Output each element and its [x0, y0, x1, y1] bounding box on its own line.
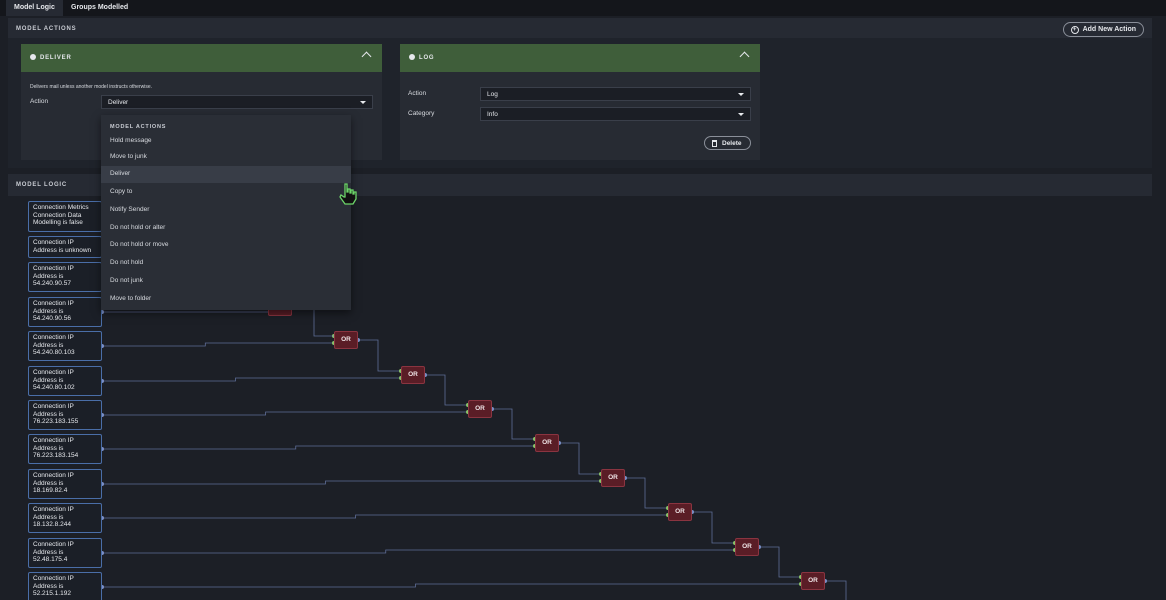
tab-groups-modelled[interactable]: Groups Modelled: [71, 4, 129, 11]
or-gate[interactable]: OR: [401, 366, 425, 384]
condition-node[interactable]: Connection IP Address is 54.240.90.57: [28, 262, 102, 292]
add-new-action-button[interactable]: + Add New Action: [1062, 22, 1144, 37]
dropdown-item-copy-to[interactable]: Copy to: [110, 188, 133, 195]
condition-node[interactable]: Connection IP Address is 18.169.82.4: [28, 469, 102, 499]
or-gate[interactable]: OR: [801, 572, 825, 590]
dropdown-item-hold-message[interactable]: Hold message: [110, 137, 152, 144]
model-actions-header: MODEL ACTIONS + Add New Action: [8, 18, 1152, 40]
condition-node[interactable]: Connection IP Address is 54.240.90.56: [28, 297, 102, 327]
wire: [102, 549, 735, 554]
trash-icon: [712, 140, 717, 147]
or-gate[interactable]: OR: [601, 469, 625, 487]
wire: [102, 342, 334, 347]
log-category-select[interactable]: Info: [480, 107, 751, 121]
condition-node[interactable]: Connection IP Address is 54.240.80.103: [28, 331, 102, 361]
or-gate[interactable]: OR: [535, 434, 559, 452]
caret-down-icon: [738, 93, 744, 96]
wire: [292, 306, 334, 337]
dropdown-item-do-not-hold[interactable]: Do not hold: [110, 259, 144, 266]
wire: [759, 546, 801, 578]
wire: [102, 514, 668, 519]
dropdown-item-deliver[interactable]: Deliver: [101, 166, 351, 183]
or-gate[interactable]: OR: [735, 538, 759, 556]
dropdown-item-move-to-junk[interactable]: Move to junk: [110, 153, 147, 160]
deliver-card-title: DELIVER: [40, 55, 72, 61]
condition-node[interactable]: Connection Metrics Connection Data Model…: [28, 201, 102, 232]
or-gate[interactable]: OR: [334, 331, 358, 349]
or-gate[interactable]: OR: [468, 400, 492, 418]
wire: [559, 442, 601, 475]
wire: [692, 511, 735, 544]
condition-node[interactable]: Connection IP Address is 52.48.175.4: [28, 538, 102, 568]
caret-down-icon: [738, 113, 744, 116]
condition-node[interactable]: Connection IP Address is 76.223.183.155: [28, 400, 102, 430]
wire: [492, 408, 535, 440]
deliver-action-select[interactable]: Deliver: [101, 95, 373, 109]
wire: [102, 480, 601, 485]
info-icon: [409, 54, 415, 60]
or-gate[interactable]: OR: [668, 503, 692, 521]
log-action-select[interactable]: Log: [480, 87, 751, 101]
log-card-title: LOG: [419, 55, 435, 61]
add-new-action-label: Add New Action: [1082, 26, 1136, 33]
caret-down-icon: [360, 101, 366, 104]
wire: [358, 339, 401, 372]
wire: [102, 411, 468, 416]
wire: [102, 583, 801, 588]
deliver-action-value: Deliver: [108, 99, 129, 106]
wire: [625, 477, 668, 509]
log-action-value: Log: [487, 91, 498, 98]
dropdown-item-move-to-folder[interactable]: Move to folder: [110, 295, 152, 302]
log-category-label: Category: [408, 110, 435, 117]
delete-button[interactable]: Delete: [704, 136, 751, 150]
add-circle-icon: +: [1070, 25, 1079, 34]
dropdown-item-do-not-hold-or-alter[interactable]: Do not hold or alter: [110, 224, 166, 231]
log-category-value: Info: [487, 111, 498, 118]
deliver-action-label: Action: [30, 98, 49, 105]
tab-bar: Model Logic Groups Modelled: [0, 0, 1166, 16]
dropdown-item-do-not-hold-or-move[interactable]: Do not hold or move: [110, 241, 169, 248]
tab-model-logic[interactable]: Model Logic: [6, 0, 63, 16]
dropdown-item-do-not-junk[interactable]: Do not junk: [110, 277, 143, 284]
condition-node[interactable]: Connection IP Address is 54.240.80.102: [28, 366, 102, 396]
model-logic-title: MODEL LOGIC: [16, 182, 68, 188]
model-actions-title: MODEL ACTIONS: [16, 26, 77, 32]
log-card-header[interactable]: LOG: [400, 44, 760, 72]
wire: [825, 580, 847, 600]
deliver-card-header[interactable]: DELIVER: [21, 44, 382, 72]
wire: [102, 445, 535, 450]
wire: [425, 374, 468, 406]
deliver-card: DELIVER Delivers mail unless another mod…: [21, 44, 382, 160]
dropdown-item-notify-sender[interactable]: Notify Sender: [110, 206, 150, 213]
hand-cursor-icon: [339, 183, 357, 205]
log-card: LOG Action Log Category Info Delete: [400, 44, 760, 160]
log-action-label: Action: [408, 90, 427, 97]
condition-node[interactable]: Connection IP Address is 18.132.8.244: [28, 503, 102, 533]
dropdown-header: MODEL ACTIONS: [110, 124, 167, 130]
info-icon: [30, 54, 36, 60]
condition-node[interactable]: Connection IP Address is 52.215.1.192: [28, 572, 102, 600]
model-actions-dropdown: MODEL ACTIONS Hold message Move to junk …: [101, 115, 351, 310]
deliver-description: Delivers mail unless another model instr…: [30, 84, 152, 90]
condition-node[interactable]: Connection IP Address is unknown: [28, 236, 102, 258]
wire: [102, 377, 401, 382]
delete-label: Delete: [722, 140, 742, 147]
condition-node[interactable]: Connection IP Address is 76.223.183.154: [28, 434, 102, 464]
